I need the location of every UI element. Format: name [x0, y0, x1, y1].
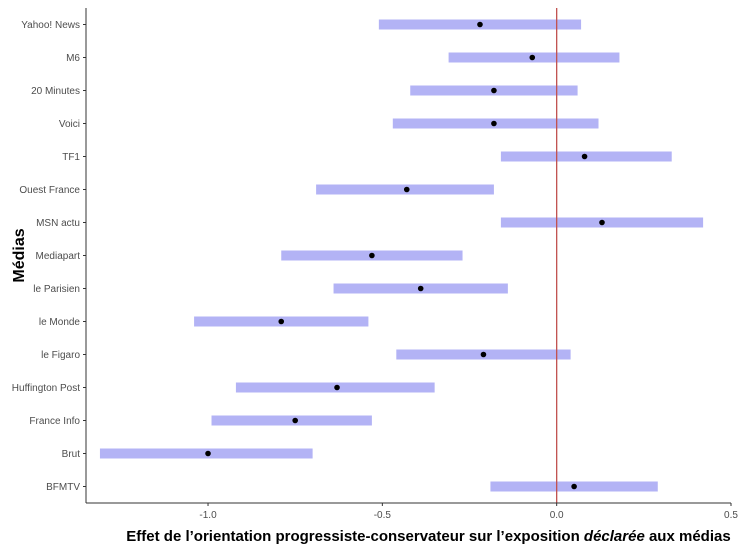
- y-tick-label: le Monde: [39, 317, 81, 328]
- y-tick-label: 20 Minutes: [31, 86, 80, 97]
- estimate-point: [491, 120, 497, 127]
- confidence-intervals: [99, 19, 704, 492]
- y-axis-ticks: Yahoo! News M6 20 Minutes Voici TF1 Ouest Fra…: [12, 20, 86, 493]
- x-tick-label: -1.0: [199, 510, 217, 521]
- x-label-part: Effet de l’orientation progressiste-cons…: [126, 528, 584, 545]
- estimate-point: [278, 318, 285, 325]
- estimate-point: [529, 54, 536, 61]
- y-tick-label: Yahoo! News: [21, 20, 80, 31]
- estimate-point: [205, 450, 211, 457]
- y-tick-label: Voici: [59, 119, 80, 130]
- y-tick-label: Mediapart: [36, 251, 81, 262]
- y-tick-label: BFMTV: [46, 482, 80, 493]
- estimate-point: [571, 483, 577, 490]
- estimate-point: [417, 285, 424, 292]
- y-axis-label: Médias: [11, 228, 28, 282]
- estimate-point: [477, 21, 483, 28]
- estimate-point: [369, 252, 375, 259]
- estimate-point: [491, 87, 497, 94]
- y-tick-label: Brut: [62, 449, 81, 460]
- y-tick-label: Huffington Post: [12, 383, 80, 394]
- y-tick-label: le Parisien: [33, 284, 80, 295]
- x-tick-label: 0.0: [550, 510, 564, 521]
- y-tick-label: Ouest France: [19, 185, 80, 196]
- estimate-point: [292, 417, 298, 424]
- estimate-point: [581, 153, 588, 160]
- x-label-part: aux médias: [645, 528, 731, 545]
- interval-bar: [211, 415, 372, 426]
- estimate-point: [599, 219, 605, 226]
- estimate-point: [334, 384, 340, 391]
- x-axis-ticks: -1.0 -0.5 0.0 0.5: [199, 503, 738, 521]
- x-tick-label: -0.5: [374, 510, 392, 521]
- x-axis-label: Effet de l’orientation progressiste-cons…: [126, 528, 730, 545]
- y-tick-label: M6: [66, 53, 80, 64]
- x-label-emphasis: déclarée: [584, 528, 645, 545]
- y-tick-label: le Figaro: [41, 350, 80, 361]
- estimate-point: [403, 186, 410, 193]
- y-tick-label: France Info: [29, 416, 80, 427]
- estimate-point: [480, 351, 487, 358]
- y-tick-label: TF1: [62, 152, 80, 163]
- point-estimates: [205, 21, 605, 490]
- y-tick-label: MSN actu: [36, 218, 80, 229]
- x-tick-label: 0.5: [724, 510, 738, 521]
